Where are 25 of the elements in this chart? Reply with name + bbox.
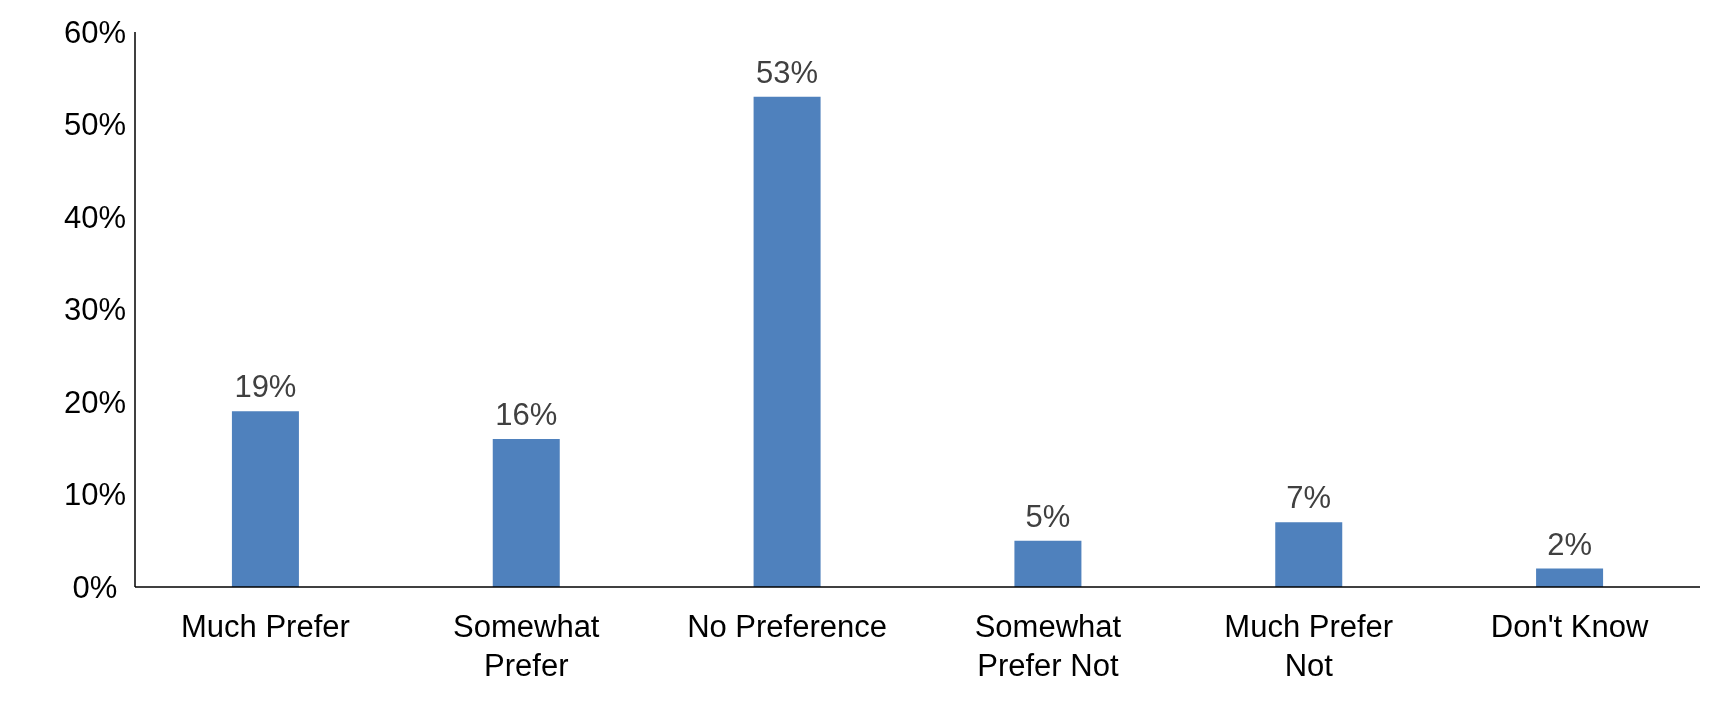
bar <box>1536 568 1604 587</box>
y-tick-label: 20% <box>63 384 127 420</box>
bar <box>1014 540 1082 587</box>
y-tick-label: 40% <box>63 199 127 235</box>
bar <box>492 439 560 587</box>
bar <box>1275 522 1343 587</box>
x-tick-label: Don't Know <box>1490 609 1649 644</box>
data-label: 7% <box>1286 480 1332 516</box>
y-tick-label: 10% <box>63 477 127 513</box>
y-tick-label: 30% <box>63 292 127 328</box>
y-tick-label: 0% <box>72 569 118 605</box>
bar <box>753 96 821 587</box>
x-tick-label: No Preference <box>687 609 888 644</box>
data-label: 53% <box>756 54 819 90</box>
data-label: 16% <box>495 397 558 432</box>
bar <box>231 411 299 587</box>
data-label: 19% <box>234 369 297 405</box>
data-label: 2% <box>1547 526 1592 562</box>
data-label: 5% <box>1025 498 1071 534</box>
x-tick-label: Much Prefer Not <box>1224 609 1394 683</box>
y-tick-label: 60% <box>63 14 127 50</box>
x-tick-label: Somewhat Prefer Not <box>974 609 1122 683</box>
x-tick-label: Much Prefer <box>180 609 350 644</box>
x-tick-label: Somewhat Prefer <box>453 609 600 683</box>
y-tick-label: 50% <box>63 107 127 143</box>
